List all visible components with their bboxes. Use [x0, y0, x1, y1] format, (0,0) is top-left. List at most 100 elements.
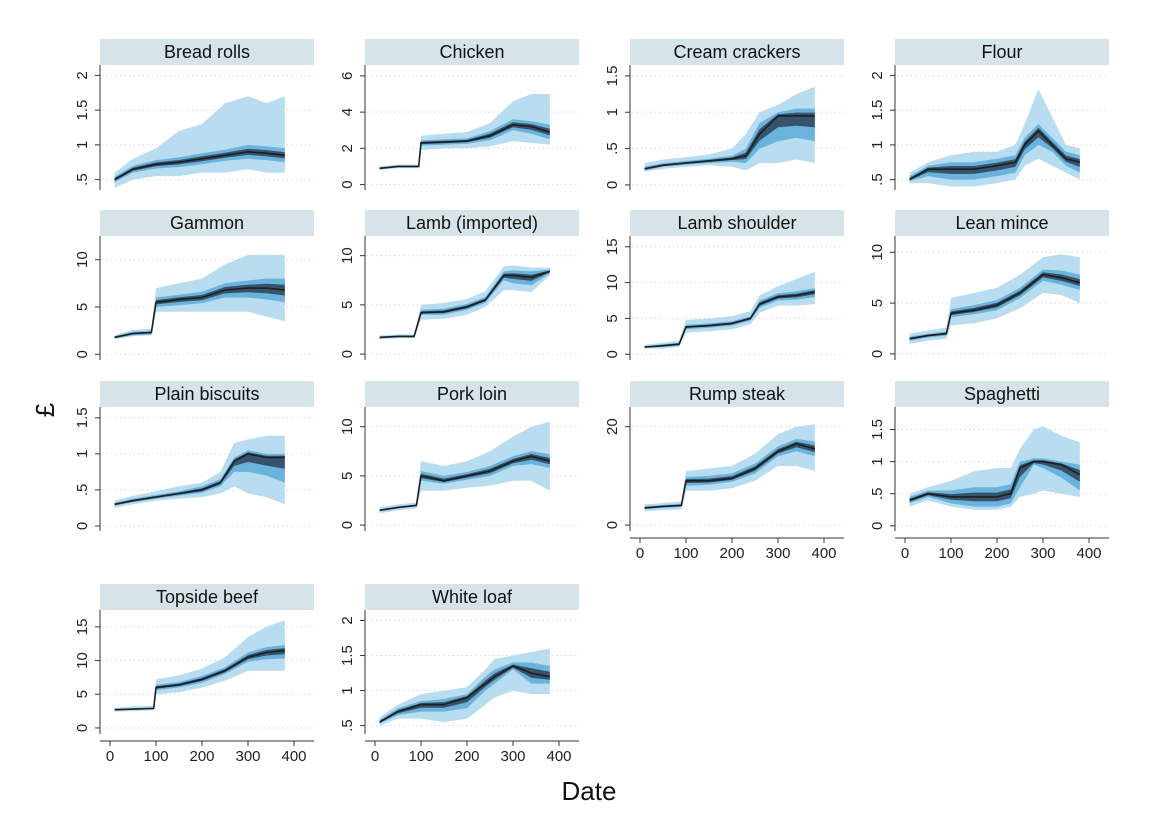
y-tick-label: 2 [74, 71, 91, 79]
outer-band [909, 426, 1080, 510]
y-tick-label: 0 [869, 350, 886, 358]
panel: White loaf .5 1 1.5 2 0 100 200 300 400 [339, 584, 579, 765]
panel-header [100, 39, 314, 65]
y-tick-label: 1.5 [869, 100, 886, 121]
panel-title: Lean mince [955, 213, 1048, 233]
panel-header [630, 381, 844, 407]
outer-band [644, 86, 815, 172]
x-tick-label: 200 [454, 748, 479, 765]
inner-band [644, 112, 815, 170]
y-axis-title: £ [30, 402, 60, 417]
x-tick-label: 100 [673, 545, 698, 562]
y-tick-label: 15 [74, 619, 91, 636]
y-tick-label: 4 [339, 108, 356, 116]
x-tick-label: 100 [408, 748, 433, 765]
inner-band [909, 127, 1080, 181]
x-tick-label: 200 [189, 748, 214, 765]
y-tick-label: .5 [74, 173, 91, 186]
panel: Plain biscuits 0 .5 1 1.5 [74, 381, 314, 531]
panel-title: Topside beef [156, 587, 259, 607]
x-tick-label: 400 [1076, 545, 1101, 562]
y-tick-label: 0 [74, 522, 91, 530]
median-line [644, 443, 816, 509]
middle-band [379, 662, 550, 724]
y-tick-label: .5 [869, 173, 886, 186]
panel-title: Cream crackers [673, 42, 800, 62]
y-tick-label: 10 [74, 652, 91, 669]
inner-band [114, 648, 285, 710]
y-tick-label: 1 [604, 108, 621, 116]
panel-title: Pork loin [437, 384, 507, 404]
panel-header [365, 210, 579, 236]
x-tick-label: 200 [984, 545, 1009, 562]
outer-band [379, 648, 550, 726]
median-line [909, 273, 1081, 340]
panel: Lamb shoulder 0 5 10 15 [604, 210, 844, 360]
y-tick-label: 10 [339, 418, 356, 435]
y-tick-label: 10 [339, 247, 356, 264]
panel-header [895, 210, 1109, 236]
middle-band [114, 450, 285, 506]
y-tick-label: 0 [869, 522, 886, 530]
panel-header [630, 39, 844, 65]
panel-header [895, 39, 1109, 65]
panel: Lean mince 0 5 10 [869, 210, 1109, 360]
y-tick-label: 5 [604, 314, 621, 322]
middle-band [114, 278, 285, 339]
panel-header [630, 210, 844, 236]
y-tick-label: 1.5 [74, 407, 91, 428]
panel-title: Spaghetti [964, 384, 1040, 404]
panel-title: Rump steak [689, 384, 786, 404]
panel: Flour .5 1 1.5 2 [869, 39, 1109, 190]
panel: Chicken 0 2 4 6 [339, 39, 579, 190]
y-tick-label: 0 [74, 350, 91, 358]
inner-band [379, 454, 550, 511]
y-tick-label: 1 [74, 450, 91, 458]
x-tick-label: 0 [371, 748, 379, 765]
middle-band [379, 119, 550, 170]
x-tick-label: 100 [938, 545, 963, 562]
y-tick-label: 0 [604, 181, 621, 189]
x-tick-label: 300 [500, 748, 525, 765]
y-tick-label: 0 [339, 180, 356, 188]
panel-title: Chicken [439, 42, 504, 62]
median-line [114, 150, 285, 181]
panel-header [365, 39, 579, 65]
x-tick-label: 300 [765, 545, 790, 562]
x-tick-label: 0 [636, 545, 644, 562]
y-tick-label: 1 [339, 686, 356, 694]
panel: Cream crackers 0 .5 1 1.5 [604, 39, 844, 190]
panel: Bread rolls .5 1 1.5 2 [74, 39, 314, 190]
median-line [909, 129, 1080, 181]
y-tick-label: 0 [339, 350, 356, 358]
median-line [114, 649, 285, 711]
y-tick-label: 5 [74, 690, 91, 698]
panel: Pork loin 0 5 10 [339, 381, 579, 531]
outer-band [909, 254, 1080, 344]
median-line [114, 453, 285, 506]
y-tick-label: 0 [604, 350, 621, 358]
panel: Topside beef 0 5 10 15 0 100 200 300 400 [74, 584, 314, 765]
inner-band [379, 664, 550, 723]
y-tick-label: 5 [869, 299, 886, 307]
inner-band [909, 460, 1080, 502]
x-tick-label: 100 [143, 748, 168, 765]
median-line [644, 291, 815, 348]
x-tick-label: 400 [546, 748, 571, 765]
y-tick-label: 0 [339, 521, 356, 529]
y-tick-label: 5 [339, 472, 356, 480]
y-tick-label: 5 [339, 301, 356, 309]
outer-band [114, 620, 285, 712]
panel-header [100, 210, 314, 236]
panel: Spaghetti 0 .5 1 1.5 0 100 200 300 400 [869, 381, 1109, 562]
median-line [379, 270, 551, 339]
x-tick-label: 300 [1030, 545, 1055, 562]
y-tick-label: 5 [74, 303, 91, 311]
median-line [379, 455, 551, 512]
y-tick-label: 2 [339, 144, 356, 152]
outer-band [644, 424, 815, 512]
x-tick-label: 400 [811, 545, 836, 562]
